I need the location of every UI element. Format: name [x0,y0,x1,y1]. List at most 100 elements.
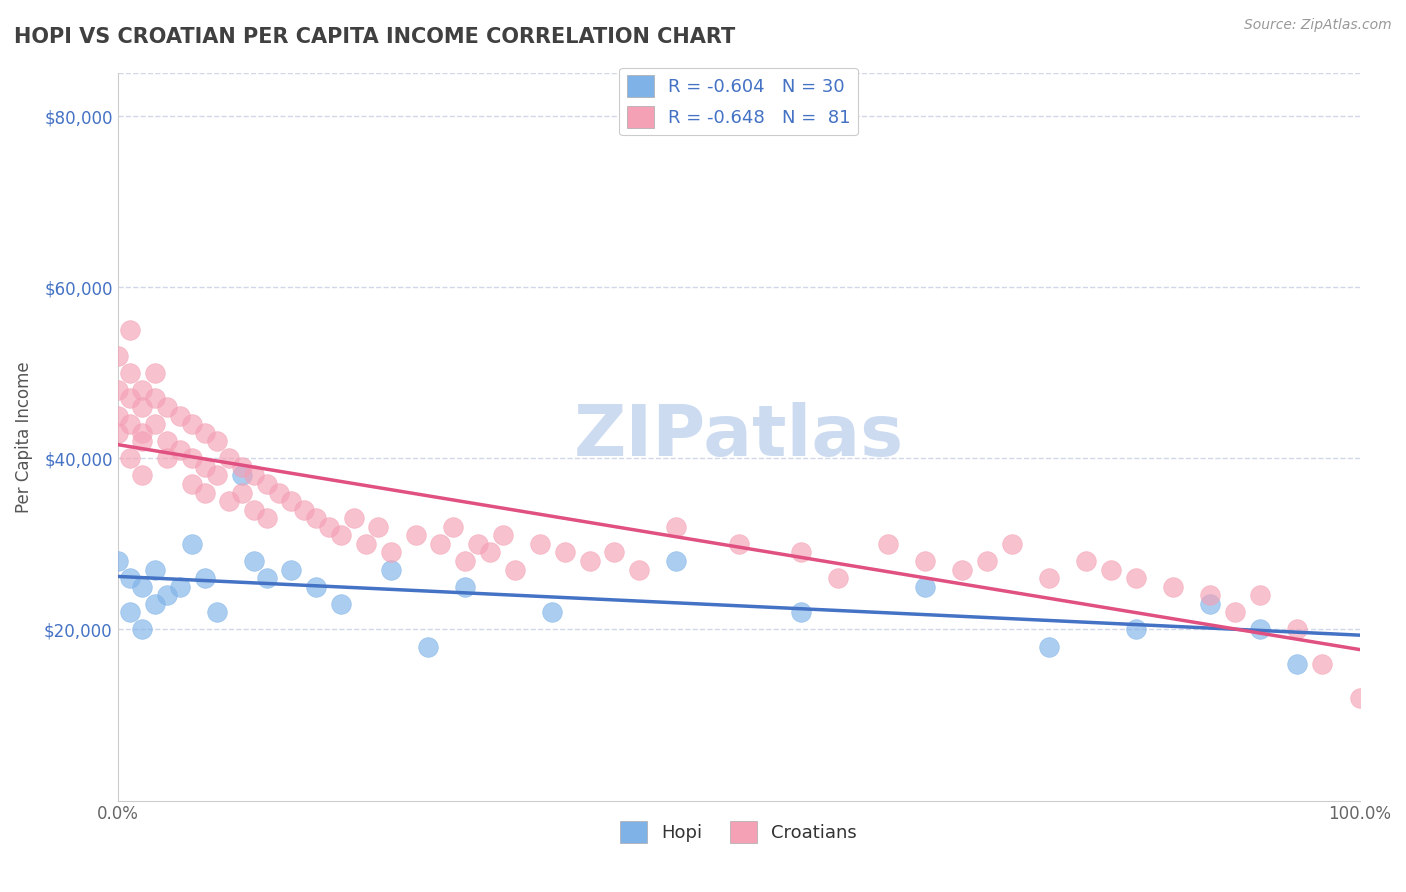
Point [205,468,228,483]
Point [256,571,278,585]
Point [131,400,153,414]
Point [330,597,353,611]
Point [156,400,179,414]
Point [107,425,129,440]
Point [1199,597,1222,611]
Point [454,554,477,568]
Point [218,451,240,466]
Point [143,417,166,431]
Point [405,528,427,542]
Point [156,588,179,602]
Point [181,417,204,431]
Point [950,563,973,577]
Point [1249,588,1271,602]
Text: ZIPatlas: ZIPatlas [574,402,904,472]
Point [429,537,451,551]
Point [1249,623,1271,637]
Point [1001,537,1024,551]
Point [976,554,998,568]
Point [1076,554,1098,568]
Point [1038,640,1060,654]
Point [107,383,129,397]
Point [107,554,129,568]
Point [156,451,179,466]
Y-axis label: Per Capita Income: Per Capita Income [15,361,32,513]
Point [131,425,153,440]
Point [491,528,513,542]
Point [1125,571,1147,585]
Point [193,425,215,440]
Point [231,468,253,483]
Point [1310,657,1333,671]
Point [1161,580,1184,594]
Point [131,383,153,397]
Point [1348,690,1371,705]
Point [193,571,215,585]
Point [118,451,141,466]
Point [541,605,564,619]
Point [876,537,898,551]
Point [256,477,278,491]
Point [131,468,153,483]
Point [603,545,626,559]
Point [1199,588,1222,602]
Point [318,520,340,534]
Point [193,485,215,500]
Point [118,571,141,585]
Point [218,494,240,508]
Point [181,477,204,491]
Point [118,392,141,406]
Point [1286,657,1309,671]
Point [156,434,179,449]
Point [181,537,204,551]
Point [231,459,253,474]
Point [181,451,204,466]
Point [1038,571,1060,585]
Point [292,502,315,516]
Point [665,520,688,534]
Point [131,434,153,449]
Point [131,580,153,594]
Point [305,580,328,594]
Point [267,485,290,500]
Point [454,580,477,594]
Point [243,468,266,483]
Point [1125,623,1147,637]
Text: Source: ZipAtlas.com: Source: ZipAtlas.com [1244,18,1392,32]
Point [280,563,302,577]
Point [243,554,266,568]
Point [205,434,228,449]
Point [789,605,811,619]
Point [416,640,439,654]
Point [1099,563,1122,577]
Point [727,537,749,551]
Point [143,392,166,406]
Point [628,563,651,577]
Legend: R = -0.604   N = 30, R = -0.648   N =  81: R = -0.604 N = 30, R = -0.648 N = 81 [619,68,858,136]
Point [380,563,402,577]
Point [169,409,191,423]
Point [107,349,129,363]
Point [193,459,215,474]
Point [330,528,353,542]
Point [1286,623,1309,637]
Point [503,563,526,577]
Point [118,323,141,337]
Point [169,442,191,457]
Point [914,554,936,568]
Point [354,537,377,551]
Point [665,554,688,568]
Point [169,580,191,594]
Point [914,580,936,594]
Point [827,571,849,585]
Point [118,605,141,619]
Text: HOPI VS CROATIAN PER CAPITA INCOME CORRELATION CHART: HOPI VS CROATIAN PER CAPITA INCOME CORRE… [14,27,735,46]
Point [280,494,302,508]
Point [131,623,153,637]
Point [205,605,228,619]
Point [118,366,141,380]
Point [479,545,502,559]
Point [342,511,364,525]
Point [467,537,489,551]
Point [107,409,129,423]
